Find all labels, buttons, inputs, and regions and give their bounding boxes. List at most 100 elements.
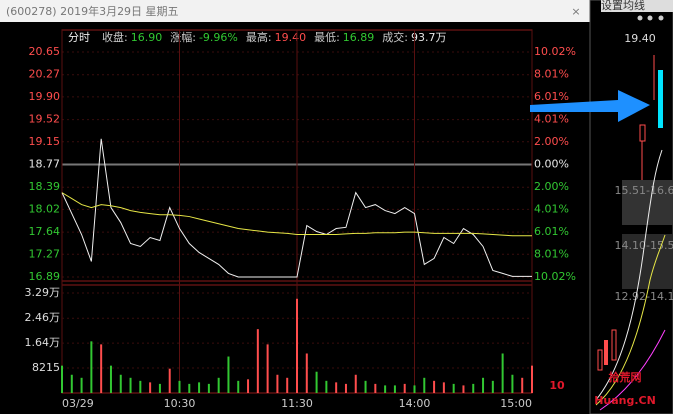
band-box xyxy=(622,234,673,289)
y2-tick-label: 6.01% xyxy=(534,225,569,238)
average-line xyxy=(61,192,532,237)
volume-bar xyxy=(90,341,93,393)
y-tick-label: 19.15 xyxy=(29,135,61,148)
watermark-number: 10 xyxy=(549,379,565,392)
volume-bar xyxy=(403,383,406,393)
mini-ma xyxy=(595,234,666,406)
ma-button-label: 设置均线 xyxy=(601,0,645,12)
y2-tick-label: 10.02% xyxy=(534,270,576,283)
y2-tick-label: 8.01% xyxy=(534,247,569,260)
volume-bar xyxy=(80,377,83,393)
volume-bar xyxy=(325,380,328,393)
volume-bar xyxy=(472,383,475,393)
volume-bar xyxy=(433,380,436,393)
stat-label: 最低: xyxy=(314,31,340,44)
y2-tick-label: 6.01% xyxy=(534,90,569,103)
volume-bar xyxy=(247,379,250,393)
volume-bar xyxy=(286,377,289,393)
stat-label: 成交: xyxy=(382,30,408,44)
volume-bar xyxy=(207,383,210,393)
panel-icons xyxy=(637,15,664,21)
volume-bar xyxy=(139,380,142,393)
volume-tick-label: 1.64万 xyxy=(25,336,61,349)
stat-value: 93.7万 xyxy=(411,31,447,44)
volume-bar xyxy=(315,371,318,393)
volume-bar xyxy=(364,380,367,393)
volume-bar xyxy=(462,385,465,393)
y-tick-label: 20.27 xyxy=(29,68,61,81)
ma-button[interactable] xyxy=(601,0,673,12)
volume-bar xyxy=(256,329,259,393)
volume-bar xyxy=(531,365,533,393)
volume-bar xyxy=(482,377,485,393)
volume-tick-label: 8215 xyxy=(32,361,60,374)
y-tick-label: 20.65 xyxy=(29,45,61,58)
stat-value: 16.90 xyxy=(131,31,163,44)
watermark-site: 拾荒网 xyxy=(609,370,642,384)
stat-value: 16.89 xyxy=(343,31,375,44)
volume-bar xyxy=(423,377,426,393)
volume-bar xyxy=(393,385,396,393)
volume-bar xyxy=(129,377,132,393)
y-tick-label: 18.02 xyxy=(29,202,61,215)
mini-candles xyxy=(597,55,663,371)
volume-bar xyxy=(109,365,112,393)
title-bar xyxy=(0,0,590,22)
stat-label: 收盘: xyxy=(102,30,128,44)
x-tick-label: 15:00 xyxy=(500,397,532,410)
x-tick-label: 10:30 xyxy=(164,397,196,410)
stat-label: 最高: xyxy=(246,30,272,44)
volume-bar xyxy=(511,374,514,393)
volume-bar xyxy=(374,383,377,393)
volume-bar xyxy=(237,380,240,393)
volume-bar xyxy=(413,385,416,393)
mini-ma xyxy=(595,149,663,401)
volume-bar xyxy=(227,356,230,393)
volume-bar xyxy=(149,382,152,393)
volume-tick-label: 2.46万 xyxy=(25,311,61,324)
x-tick-label: 03/29 xyxy=(62,397,94,410)
volume-bar xyxy=(168,368,171,393)
stat-value: -9.96% xyxy=(199,31,238,44)
volume-bar xyxy=(354,374,357,393)
watermark-domain: Huang.CN xyxy=(594,394,656,407)
window-title: (600278) 2019年3月29日 星期五 xyxy=(6,4,179,18)
volume-bar xyxy=(452,383,455,393)
mode-label: 分时 xyxy=(68,31,90,44)
volume-bar xyxy=(100,344,103,393)
band-label: 14.10-15.51 xyxy=(615,239,673,252)
volume-bar xyxy=(198,382,201,393)
volume-bar xyxy=(158,383,161,393)
y-tick-label: 18.39 xyxy=(29,180,61,193)
y2-tick-label: 2.00% xyxy=(534,180,569,193)
stat-label: 涨幅: xyxy=(170,31,196,44)
y-tick-label: 18.77 xyxy=(29,158,61,171)
close-button[interactable]: × xyxy=(571,5,580,18)
volume-bar xyxy=(188,383,191,393)
y-tick-label: 16.89 xyxy=(29,270,61,283)
y2-tick-label: 0.00% xyxy=(534,158,569,171)
x-tick-label: 14:00 xyxy=(399,397,431,410)
volume-bar xyxy=(491,380,494,393)
mini-ma xyxy=(599,329,666,411)
y2-tick-label: 10.02% xyxy=(534,45,576,58)
volume-bar xyxy=(521,377,524,393)
volume-bar xyxy=(296,298,298,393)
y2-tick-label: 8.01% xyxy=(534,68,569,81)
price-line xyxy=(61,138,532,278)
y-tick-label: 19.90 xyxy=(29,90,61,103)
band-box xyxy=(622,180,673,225)
band-label: 15.51-16.61 xyxy=(615,184,673,197)
y2-tick-label: 2.00% xyxy=(534,135,569,148)
y2-tick-label: 4.01% xyxy=(534,112,569,125)
arrow xyxy=(530,90,650,122)
volume-bar xyxy=(178,380,181,393)
volume-bar xyxy=(344,383,347,393)
stat-value: 19.40 xyxy=(275,31,307,44)
side-price: 19.40 xyxy=(624,32,656,45)
volume-bar xyxy=(335,382,338,393)
volume-tick-label: 3.29万 xyxy=(25,286,61,299)
